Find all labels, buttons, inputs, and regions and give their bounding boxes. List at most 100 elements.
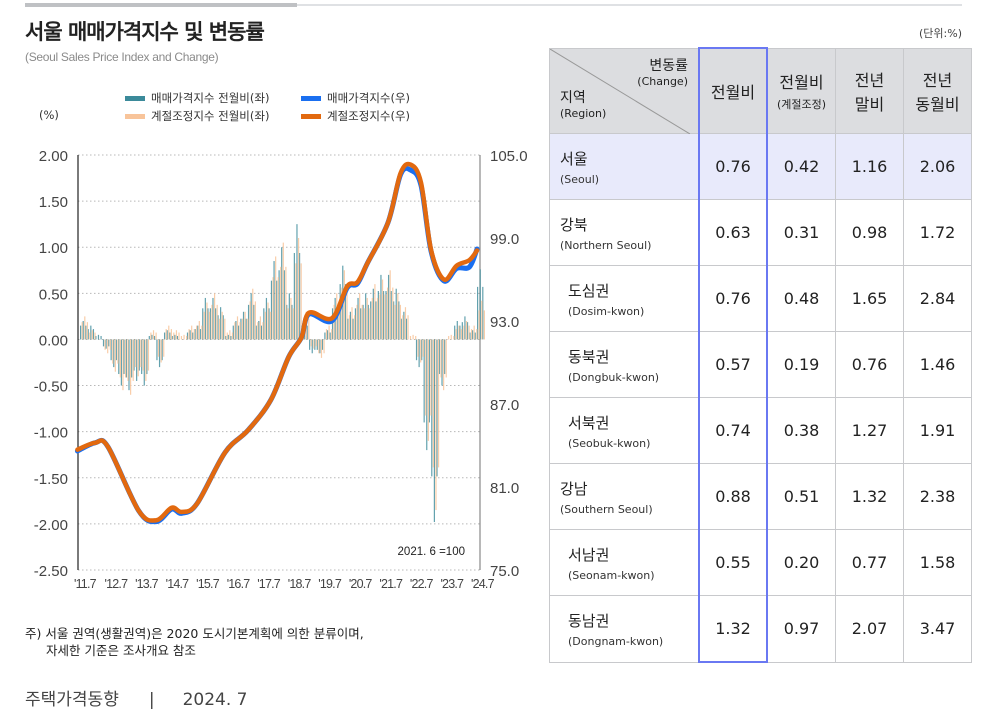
bar-change bbox=[428, 339, 430, 423]
value-cell: 3.47 bbox=[903, 595, 972, 663]
bar-change bbox=[385, 291, 387, 340]
bar-sa-change bbox=[145, 339, 147, 381]
bar-change bbox=[316, 339, 318, 350]
bar-sa-change bbox=[109, 339, 111, 350]
bar-change bbox=[405, 318, 408, 340]
bar-change bbox=[108, 339, 110, 347]
bar-sa-change bbox=[323, 339, 325, 354]
bar-sa-change bbox=[112, 339, 114, 364]
bar-sa-change bbox=[425, 339, 427, 416]
bar-change bbox=[82, 321, 84, 340]
bar-change bbox=[329, 332, 331, 340]
bar-sa-change bbox=[252, 288, 254, 340]
bar-change bbox=[166, 330, 168, 340]
bar-change bbox=[319, 339, 321, 354]
bar-change bbox=[474, 332, 476, 340]
bar-change bbox=[128, 339, 130, 391]
bar-change bbox=[309, 339, 311, 350]
bar-change bbox=[421, 339, 423, 361]
right-tick-label: 93.0 bbox=[490, 314, 519, 331]
legend-label: 매매가격지수(우) bbox=[327, 91, 411, 105]
unit-label: (단위:%) bbox=[919, 27, 962, 40]
region-name-en: (Seoul) bbox=[560, 172, 600, 186]
bar-sa-change bbox=[348, 315, 351, 340]
footnote-line: 주) 서울 권역(생활권역)은 2020 도시기본계획에 의한 분류이며, bbox=[25, 626, 364, 641]
bar-change bbox=[372, 288, 374, 340]
right-tick-label: 75.0 bbox=[490, 563, 519, 580]
bar-sa-change bbox=[147, 339, 150, 371]
corner-change-label: 변동률 bbox=[649, 57, 688, 74]
table-row: 동남권 (Dongnam-kwon) 1.32 0.97 2.07 3.47 bbox=[549, 595, 972, 663]
left-tick-label: 1.00 bbox=[39, 240, 68, 257]
bar-change bbox=[214, 308, 217, 340]
column-header-sub: (계절조정) bbox=[776, 98, 827, 112]
x-tick-label: '16.7 bbox=[227, 577, 251, 590]
bar-sa-change bbox=[468, 325, 470, 340]
left-tick-label: 0.00 bbox=[39, 332, 68, 349]
value-cell: 0.20 bbox=[766, 529, 836, 596]
x-tick-label: '12.7 bbox=[105, 577, 129, 590]
bar-sa-change bbox=[259, 316, 261, 340]
column-header-text: 동월비 bbox=[915, 94, 960, 114]
bar-change bbox=[464, 316, 466, 340]
bar-sa-change bbox=[354, 315, 356, 340]
bar-sa-change bbox=[384, 294, 386, 340]
bar-change bbox=[471, 330, 474, 340]
bar-sa-change bbox=[119, 339, 121, 378]
bar-sa-change bbox=[140, 339, 142, 368]
bar-sa-change bbox=[244, 311, 246, 340]
bar-change bbox=[398, 301, 400, 340]
bar-sa-change bbox=[170, 329, 172, 340]
table-row: 서남권 (Seonam-kwon) 0.55 0.20 0.77 1.58 bbox=[549, 529, 972, 596]
legend-item: 매매가격지수 전월비(좌) bbox=[125, 90, 269, 106]
bar-sa-change bbox=[437, 339, 440, 468]
bar-sa-change bbox=[386, 287, 389, 340]
bar-change bbox=[120, 339, 122, 386]
bar-change bbox=[237, 325, 240, 340]
bar-sa-change bbox=[206, 302, 208, 340]
bar-sa-change bbox=[81, 322, 83, 340]
bar-change bbox=[163, 332, 166, 340]
bar-sa-change bbox=[463, 325, 465, 340]
bar-change bbox=[288, 293, 290, 340]
bar-change bbox=[230, 335, 232, 340]
table-row: 강북 (Northern Seoul) 0.63 0.31 0.98 1.72 bbox=[549, 199, 972, 266]
bar-change bbox=[454, 325, 456, 340]
bar-change bbox=[360, 308, 362, 340]
chart-plot: 2.00 1.50 1.00 0.50 0.00 -0.50 -1.00 -1.50 -2.00… bbox=[34, 148, 528, 590]
corner-region-label: 지역 bbox=[560, 89, 586, 106]
bar-sa-change bbox=[270, 311, 272, 340]
bar-change bbox=[102, 339, 105, 347]
legend-swatch bbox=[301, 95, 321, 101]
table-row: 강남 (Southern Seoul) 0.88 0.51 1.32 2.38 bbox=[549, 463, 972, 530]
bar-sa-change bbox=[221, 311, 223, 340]
bar-sa-change bbox=[191, 325, 193, 340]
bar-change bbox=[390, 291, 392, 340]
bar-sa-change bbox=[310, 339, 312, 347]
bar-sa-change bbox=[399, 304, 402, 340]
bar-change bbox=[242, 311, 245, 340]
value-cell: 0.55 bbox=[698, 529, 768, 596]
bar-change bbox=[192, 332, 194, 340]
corner-header: 변동률 (Change) 지역 (Region) bbox=[549, 47, 700, 134]
bar-sa-change bbox=[196, 325, 198, 340]
bar-sa-change bbox=[264, 311, 267, 340]
bar-change bbox=[141, 339, 143, 375]
region-cell: 도심권 (Dosim-kwon) bbox=[549, 265, 700, 332]
right-tick-label: 81.0 bbox=[490, 480, 519, 497]
bar-change bbox=[100, 335, 102, 340]
bar-sa-change bbox=[325, 329, 328, 340]
left-tick-label: -1.50 bbox=[34, 471, 68, 488]
bar-change bbox=[220, 307, 222, 340]
x-tick-label: '24.7 bbox=[471, 577, 495, 590]
bar-sa-change bbox=[229, 330, 231, 340]
bar-change bbox=[250, 293, 252, 340]
column-header-text: 전월비 bbox=[779, 73, 824, 93]
region-name: 서북권 bbox=[568, 413, 610, 432]
bar-sa-change bbox=[455, 329, 457, 340]
bar-sa-change bbox=[117, 339, 119, 364]
value-cell: 0.76 bbox=[698, 133, 768, 200]
bar-change bbox=[194, 329, 196, 340]
x-tick-label: '20.7 bbox=[349, 577, 373, 590]
bar-sa-change bbox=[262, 322, 264, 340]
